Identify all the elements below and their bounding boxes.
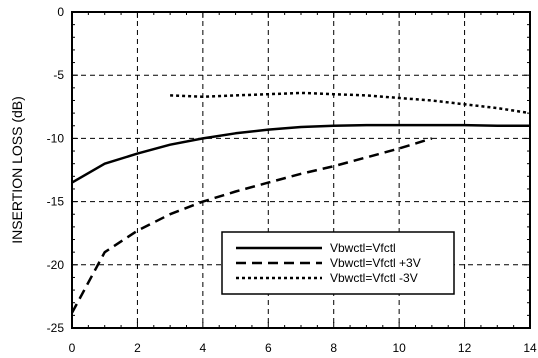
y-tick-label: -25 <box>47 321 65 335</box>
y-tick-label: 0 <box>57 5 64 19</box>
x-tick-labels: 0 2 4 6 8 10 12 14 <box>69 341 537 355</box>
y-tick-labels: 0 -5 -10 -15 -20 -25 <box>47 5 65 335</box>
series-line-dotted <box>170 91 531 115</box>
y-tick-label: -10 <box>47 131 65 145</box>
x-tick-label: 12 <box>458 341 472 355</box>
series-line-solid <box>71 123 530 184</box>
x-tick-label: 8 <box>330 341 337 355</box>
x-tick-label: 4 <box>200 341 207 355</box>
series-line-dashed <box>70 137 433 314</box>
x-tick-label: 6 <box>265 341 272 355</box>
x-tick-label: 14 <box>523 341 537 355</box>
y-tick-label: -20 <box>47 258 65 272</box>
x-tick-label: 10 <box>392 341 406 355</box>
y-tick-label: -5 <box>53 68 64 82</box>
legend-label: Vbwctl=Vfctl <box>330 241 396 255</box>
x-tick-label: 2 <box>134 341 141 355</box>
x-tick-label: 0 <box>69 341 76 355</box>
legend-label: Vbwctl=Vfctl -3V <box>330 271 418 285</box>
series-layer <box>70 91 531 314</box>
y-axis-label: INSERTION LOSS (dB) <box>9 96 25 244</box>
y-tick-label: -15 <box>47 195 65 209</box>
plot-frame <box>71 11 531 329</box>
legend-label: Vbwctl=Vfctl +3V <box>330 256 421 270</box>
